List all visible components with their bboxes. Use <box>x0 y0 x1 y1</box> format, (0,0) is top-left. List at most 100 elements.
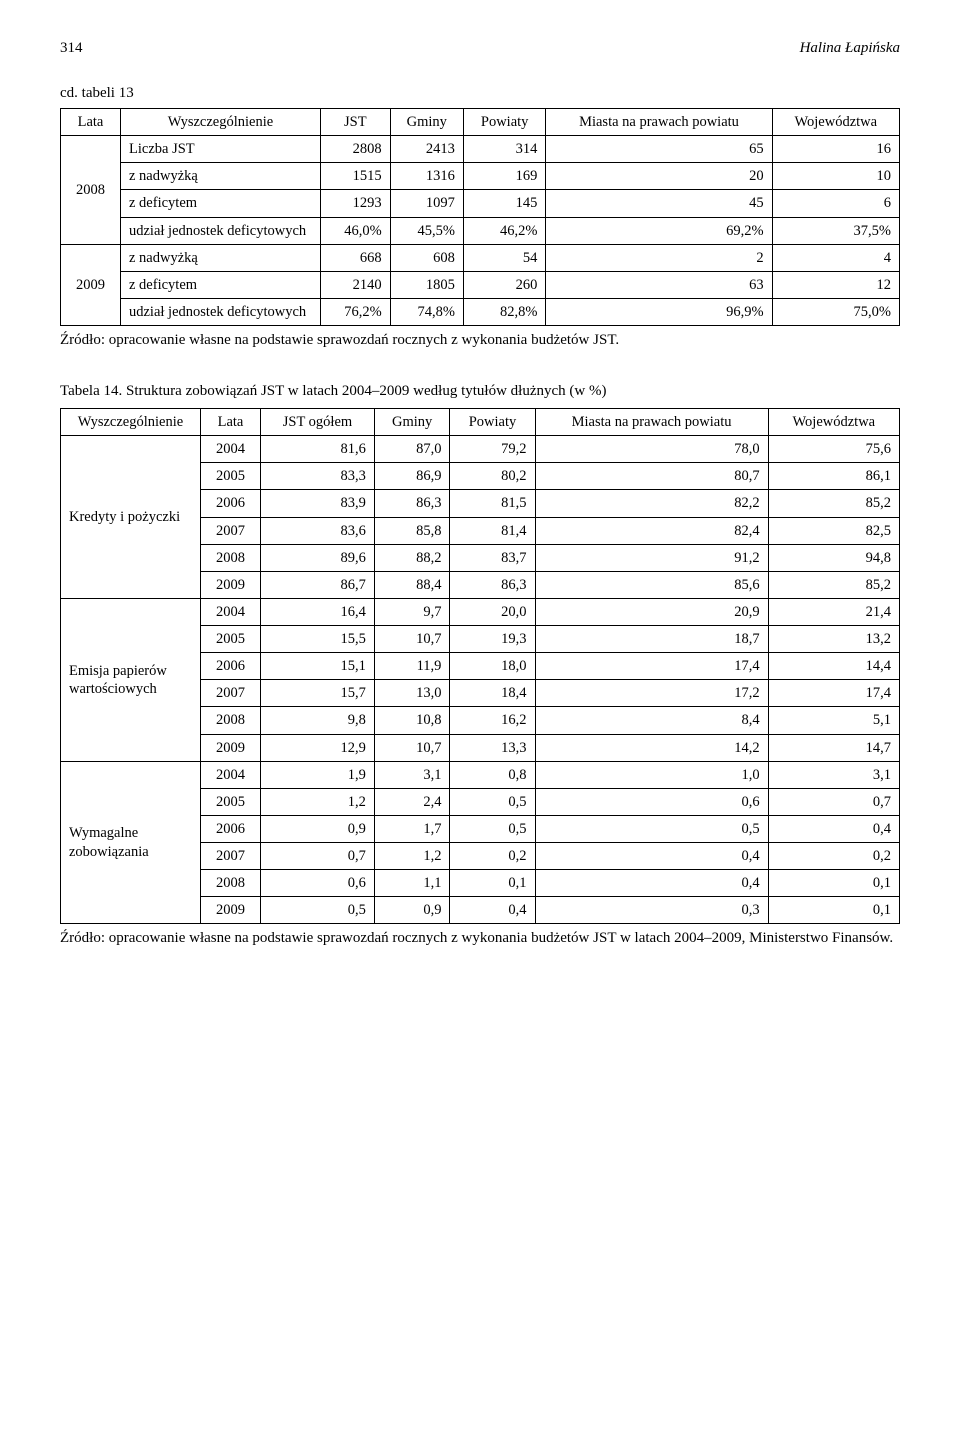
table14-value-cell: 85,6 <box>535 571 768 598</box>
table13-row-label: z deficytem <box>121 271 321 298</box>
table14-value-cell: 0,7 <box>261 843 375 870</box>
table13-col-header: Powiaty <box>463 109 546 136</box>
table14-value-cell: 11,9 <box>374 653 450 680</box>
table14-value-cell: 0,5 <box>535 815 768 842</box>
table14-value-cell: 81,4 <box>450 517 535 544</box>
table14-value-cell: 85,2 <box>768 490 899 517</box>
table14-value-cell: 0,9 <box>374 897 450 924</box>
table14-value-cell: 88,2 <box>374 544 450 571</box>
table14-group-label: Kredyty i pożyczki <box>61 436 201 599</box>
table14-value-cell: 18,4 <box>450 680 535 707</box>
table14-value-cell: 75,6 <box>768 436 899 463</box>
table14-value-cell: 89,6 <box>261 544 375 571</box>
table14-year-cell: 2009 <box>201 897 261 924</box>
table14-value-cell: 86,9 <box>374 463 450 490</box>
table13-col-header: Lata <box>61 109 121 136</box>
author-name: Halina Łapińska <box>800 40 900 57</box>
table14-value-cell: 8,4 <box>535 707 768 734</box>
table14-value-cell: 17,4 <box>535 653 768 680</box>
table14-year-cell: 2007 <box>201 680 261 707</box>
table14-value-cell: 14,7 <box>768 734 899 761</box>
table14-value-cell: 1,2 <box>374 843 450 870</box>
table13-value-cell: 6 <box>772 190 899 217</box>
table14-year-cell: 2006 <box>201 490 261 517</box>
table13-row-label: udział jednostek deficytowych <box>121 217 321 244</box>
table14-value-cell: 0,1 <box>450 870 535 897</box>
table14-col-header: Miasta na prawach powiatu <box>535 409 768 436</box>
table13-col-header: Gminy <box>390 109 463 136</box>
table14: WyszczególnienieLataJST ogółemGminyPowia… <box>60 408 900 924</box>
table14-year-cell: 2004 <box>201 761 261 788</box>
table13-col-header: Miasta na prawach powiatu <box>546 109 772 136</box>
table14-value-cell: 5,1 <box>768 707 899 734</box>
table13-value-cell: 69,2% <box>546 217 772 244</box>
table13-value-cell: 314 <box>463 136 546 163</box>
table13-value-cell: 46,0% <box>321 217 391 244</box>
table13-value-cell: 46,2% <box>463 217 546 244</box>
table13-value-cell: 76,2% <box>321 298 391 325</box>
table14-value-cell: 2,4 <box>374 788 450 815</box>
table14-col-header: Lata <box>201 409 261 436</box>
table13-value-cell: 96,9% <box>546 298 772 325</box>
table14-value-cell: 13,2 <box>768 626 899 653</box>
page-header: 314 Halina Łapińska <box>60 40 900 57</box>
table14-value-cell: 0,1 <box>768 870 899 897</box>
table14-value-cell: 10,7 <box>374 734 450 761</box>
table13-value-cell: 260 <box>463 271 546 298</box>
table13-year-cell: 2009 <box>61 244 121 325</box>
table14-value-cell: 82,4 <box>535 517 768 544</box>
table14-value-cell: 0,7 <box>768 788 899 815</box>
table14-value-cell: 15,1 <box>261 653 375 680</box>
table14-value-cell: 15,7 <box>261 680 375 707</box>
table14-value-cell: 16,2 <box>450 707 535 734</box>
table14-value-cell: 0,6 <box>261 870 375 897</box>
table14-value-cell: 86,3 <box>450 571 535 598</box>
table13-value-cell: 82,8% <box>463 298 546 325</box>
table14-value-cell: 82,5 <box>768 517 899 544</box>
table14-value-cell: 83,9 <box>261 490 375 517</box>
table14-value-cell: 3,1 <box>374 761 450 788</box>
table14-value-cell: 12,9 <box>261 734 375 761</box>
table14-value-cell: 1,2 <box>261 788 375 815</box>
table13-value-cell: 75,0% <box>772 298 899 325</box>
table13-value-cell: 668 <box>321 244 391 271</box>
table14-value-cell: 10,7 <box>374 626 450 653</box>
table14-value-cell: 21,4 <box>768 598 899 625</box>
table14-value-cell: 20,0 <box>450 598 535 625</box>
table14-year-cell: 2005 <box>201 788 261 815</box>
table14-col-header: JST ogółem <box>261 409 375 436</box>
table13-row-label: z deficytem <box>121 190 321 217</box>
table14-value-cell: 0,2 <box>768 843 899 870</box>
table14-value-cell: 81,6 <box>261 436 375 463</box>
table14-year-cell: 2004 <box>201 598 261 625</box>
table13-value-cell: 37,5% <box>772 217 899 244</box>
table14-value-cell: 86,1 <box>768 463 899 490</box>
table13: LataWyszczególnienieJSTGminyPowiatyMiast… <box>60 108 900 326</box>
table14-value-cell: 0,3 <box>535 897 768 924</box>
table14-year-cell: 2009 <box>201 734 261 761</box>
table14-col-header: Wyszczególnienie <box>61 409 201 436</box>
table14-value-cell: 0,8 <box>450 761 535 788</box>
table13-value-cell: 1316 <box>390 163 463 190</box>
table13-value-cell: 4 <box>772 244 899 271</box>
table14-value-cell: 19,3 <box>450 626 535 653</box>
table14-value-cell: 3,1 <box>768 761 899 788</box>
table14-year-cell: 2006 <box>201 653 261 680</box>
table13-value-cell: 12 <box>772 271 899 298</box>
table14-year-cell: 2007 <box>201 843 261 870</box>
table13-value-cell: 1293 <box>321 190 391 217</box>
table14-year-cell: 2004 <box>201 436 261 463</box>
table14-value-cell: 10,8 <box>374 707 450 734</box>
table14-source: Źródło: opracowanie własne na podstawie … <box>60 930 900 947</box>
table14-value-cell: 0,6 <box>535 788 768 815</box>
table13-value-cell: 2 <box>546 244 772 271</box>
table13-row-label: udział jednostek deficytowych <box>121 298 321 325</box>
table14-value-cell: 18,7 <box>535 626 768 653</box>
table13-source: Źródło: opracowanie własne na podstawie … <box>60 332 900 349</box>
table13-value-cell: 2413 <box>390 136 463 163</box>
table14-value-cell: 0,4 <box>450 897 535 924</box>
table14-year-cell: 2005 <box>201 626 261 653</box>
table14-year-cell: 2008 <box>201 870 261 897</box>
table14-value-cell: 1,1 <box>374 870 450 897</box>
table14-value-cell: 86,3 <box>374 490 450 517</box>
